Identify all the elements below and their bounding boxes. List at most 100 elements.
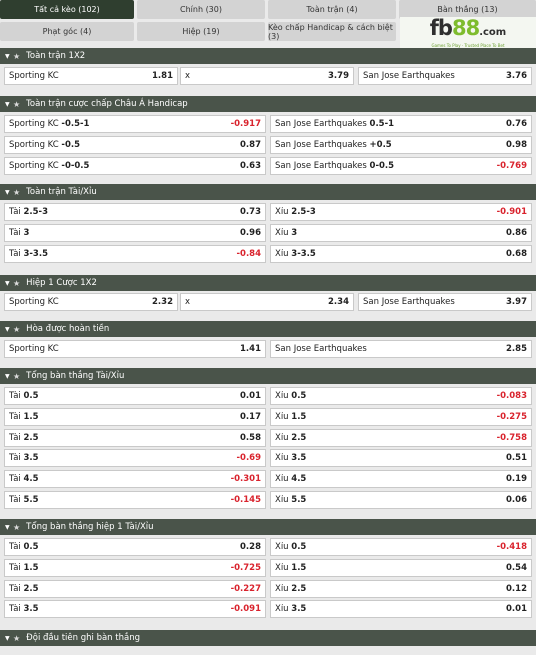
odds-cell[interactable]: Tài 2.5 0.58 xyxy=(4,428,266,447)
tab-all-markets[interactable]: Tất cả kèo (102) xyxy=(0,0,134,19)
odds-cell[interactable]: Sporting KC 1.41 xyxy=(4,340,266,358)
handicap-line: 1.5 xyxy=(291,411,307,422)
odds-cell[interactable]: Xỉu 1.5 0.54 xyxy=(270,558,532,577)
selection-name: Xỉu xyxy=(275,495,289,505)
tab-halves[interactable]: Hiệp (19) xyxy=(137,22,265,41)
star-icon[interactable]: ★ xyxy=(13,522,21,532)
odds-cell[interactable]: x 3.79 xyxy=(180,67,354,85)
caret-down-icon[interactable]: ▼ xyxy=(5,634,10,642)
handicap-line: 2.5 xyxy=(291,432,307,443)
section-header[interactable]: ▼ ★ Tổng bàn thắng Tài/Xỉu xyxy=(0,368,536,384)
caret-down-icon[interactable]: ▼ xyxy=(5,325,10,333)
odds-cell[interactable]: Sporting KC -0-0.5 0.63 xyxy=(4,156,266,175)
selection-name: x xyxy=(185,71,191,81)
odds-cell[interactable]: San Jose Earthquakes 2.85 xyxy=(270,340,532,358)
odds-cell[interactable]: San Jose Earthquakes 3.97 xyxy=(358,293,532,311)
odds-cell[interactable]: Xỉu 2.5 0.12 xyxy=(270,579,532,598)
selection-label: Sporting KC -0.5 xyxy=(9,140,240,150)
odds-cell[interactable]: Tài 2.5 -0.227 xyxy=(4,579,266,598)
odds-cell[interactable]: Xỉu 3-3.5 0.68 xyxy=(270,244,532,263)
handicap-line: 3 xyxy=(291,227,298,238)
odds-value: 0.51 xyxy=(506,453,527,464)
odds-cell[interactable]: Xỉu 3.5 0.01 xyxy=(270,600,532,619)
odds-cell[interactable]: Tài 0.5 0.28 xyxy=(4,538,266,556)
caret-down-icon[interactable]: ▼ xyxy=(5,100,10,108)
odds-cell[interactable]: Sporting KC -0.5 0.87 xyxy=(4,135,266,154)
star-icon[interactable]: ★ xyxy=(13,278,21,288)
odds-cell[interactable]: Tài 3-3.5 -0.84 xyxy=(4,244,266,263)
tab-goals[interactable]: Bàn thắng (13) xyxy=(399,0,536,19)
odds-cell[interactable]: Sporting KC 2.32 xyxy=(4,293,178,311)
selection-label: San Jose Earthquakes 0-0.5 xyxy=(275,161,497,171)
odds-value: -0.145 xyxy=(230,495,261,505)
odds-cell[interactable]: Tài 3.5 -0.69 xyxy=(4,449,266,468)
selection-label: Tài 2.5 xyxy=(9,584,231,594)
section-header[interactable]: ▼ ★ Hiệp 1 Cược 1X2 xyxy=(0,275,536,291)
section-header[interactable]: ▼ ★ Tổng bàn thắng hiệp 1 Tài/Xỉu xyxy=(0,519,536,535)
star-icon[interactable]: ★ xyxy=(13,51,21,61)
handicap-line: 2.5 xyxy=(23,583,39,594)
selection-name: San Jose Earthquakes xyxy=(275,119,367,129)
section-header[interactable]: ▼ ★ Đội đầu tiên ghi bàn thắng xyxy=(0,630,536,646)
odds-cell[interactable]: Xỉu 0.5 -0.418 xyxy=(270,538,532,556)
handicap-line: 2.5 xyxy=(291,583,307,594)
odds-cell[interactable]: Tài 2.5-3 0.73 xyxy=(4,203,266,221)
odds-cell[interactable]: San Jose Earthquakes 3.76 xyxy=(358,67,532,85)
odds-value: -0.275 xyxy=(496,411,527,422)
section-title: Toàn trận Tài/Xỉu xyxy=(26,187,97,197)
star-icon[interactable]: ★ xyxy=(13,371,21,381)
odds-cell[interactable]: Xỉu 4.5 0.19 xyxy=(270,470,532,489)
selection-name: Tài xyxy=(9,542,21,552)
tab-handicap[interactable]: Kèo chấp Handicap & cách biệt (3) xyxy=(268,22,396,41)
selection-label: Tài 2.5-3 xyxy=(9,207,240,217)
odds-cell[interactable]: x 2.34 xyxy=(180,293,354,311)
odds-cell[interactable]: Tài 1.5 0.17 xyxy=(4,407,266,426)
odds-cell[interactable]: Sporting KC 1.81 xyxy=(4,67,178,85)
section-header[interactable]: ▼ ★ Toàn trận Tài/Xỉu xyxy=(0,184,536,200)
odds-cell[interactable]: Tài 0.5 0.01 xyxy=(4,387,266,405)
odds-value: 0.73 xyxy=(240,207,261,217)
selection-name: Tài xyxy=(9,562,21,573)
handicap-line: 1.5 xyxy=(23,562,39,573)
odds-cell[interactable]: San Jose Earthquakes +0.5 0.98 xyxy=(270,135,532,154)
caret-down-icon[interactable]: ▼ xyxy=(5,52,10,60)
caret-down-icon[interactable]: ▼ xyxy=(5,523,10,531)
odds-cell[interactable]: Xỉu 5.5 0.06 xyxy=(270,491,532,509)
odds-cell[interactable]: Sporting KC -0.5-1 -0.917 xyxy=(4,115,266,133)
section-header[interactable]: ▼ ★ Toàn trận 1X2 xyxy=(0,48,536,64)
odds-cell[interactable]: Xỉu 2.5-3 -0.901 xyxy=(270,203,532,221)
odds-cell[interactable]: San Jose Earthquakes 0.5-1 0.76 xyxy=(270,115,532,133)
star-icon[interactable]: ★ xyxy=(13,99,21,109)
odds-value: 1.81 xyxy=(152,71,173,81)
caret-down-icon[interactable]: ▼ xyxy=(5,279,10,287)
odds-value: -0.769 xyxy=(496,160,527,171)
odds-cell[interactable]: Tài 5.5 -0.145 xyxy=(4,491,266,509)
odds-value: -0.301 xyxy=(230,474,261,485)
odds-cell[interactable]: Tài 1.5 -0.725 xyxy=(4,558,266,577)
handicap-line: 3-3.5 xyxy=(291,248,316,259)
star-icon[interactable]: ★ xyxy=(13,633,21,643)
tab-full-time[interactable]: Toàn trận (4) xyxy=(268,0,396,19)
section-title: Hòa được hoàn tiền xyxy=(26,324,110,334)
odds-cell[interactable]: Xỉu 0.5 -0.083 xyxy=(270,387,532,405)
star-icon[interactable]: ★ xyxy=(13,187,21,197)
odds-cell[interactable]: Tài 3 0.96 xyxy=(4,223,266,242)
odds-cell[interactable]: Xỉu 3 0.86 xyxy=(270,223,532,242)
section-header[interactable]: ▼ ★ Toàn trận cược chấp Châu Á Handicap xyxy=(0,96,536,112)
caret-down-icon[interactable]: ▼ xyxy=(5,188,10,196)
tab-main[interactable]: Chính (30) xyxy=(137,0,265,19)
odds-cell[interactable]: Tài 3.5 -0.091 xyxy=(4,600,266,619)
odds-cell[interactable]: Xỉu 2.5 -0.758 xyxy=(270,428,532,447)
odds-cell[interactable]: Xỉu 3.5 0.51 xyxy=(270,449,532,468)
odds-value: 0.76 xyxy=(506,119,527,129)
selection-name: Tài xyxy=(9,207,21,217)
section-title: Toàn trận 1X2 xyxy=(26,51,86,61)
odds-cell[interactable]: Tài 4.5 -0.301 xyxy=(4,470,266,489)
caret-down-icon[interactable]: ▼ xyxy=(5,372,10,380)
star-icon[interactable]: ★ xyxy=(13,324,21,334)
tab-corners[interactable]: Phạt góc (4) xyxy=(0,22,134,41)
odds-cell[interactable]: Xỉu 1.5 -0.275 xyxy=(270,407,532,426)
odds-cell[interactable]: San Jose Earthquakes 0-0.5 -0.769 xyxy=(270,156,532,175)
section-header[interactable]: ▼ ★ Hòa được hoàn tiền xyxy=(0,321,536,337)
selection-label: Xỉu 1.5 xyxy=(275,563,506,573)
